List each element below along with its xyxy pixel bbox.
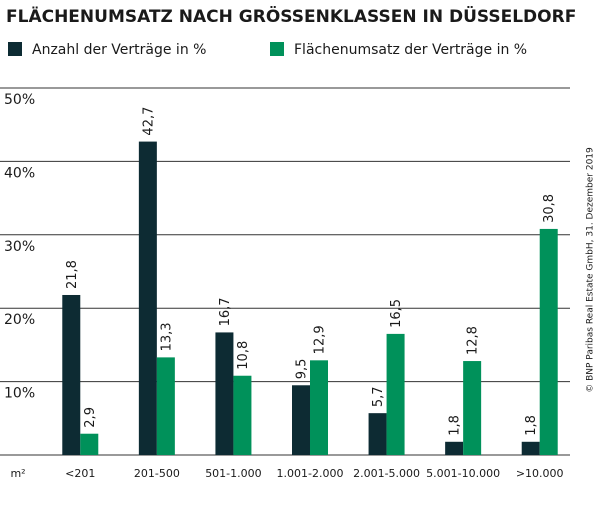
value-label: 16,5 <box>389 299 404 328</box>
x-tick-label: >10.000 <box>516 467 564 480</box>
chart-title: FLÄCHENUMSATZ NACH GRÖSSENKLASSEN IN DÜS… <box>6 5 576 27</box>
bar <box>521 441 540 455</box>
x-tick-label: 2.001-5.000 <box>353 467 420 480</box>
bar <box>445 441 464 455</box>
bar <box>80 433 99 455</box>
value-label: 30,8 <box>542 194 557 223</box>
value-label: 42,7 <box>141 107 156 136</box>
value-label: 9,5 <box>295 359 310 380</box>
y-tick-label: 30% <box>4 239 35 255</box>
value-label: 10,8 <box>236 341 251 370</box>
bar <box>138 141 157 455</box>
bar <box>215 332 234 455</box>
bar <box>310 360 328 455</box>
value-label: 12,9 <box>313 325 328 354</box>
x-tick-label: 5.001-10.000 <box>426 467 500 480</box>
value-label: 13,3 <box>159 322 174 351</box>
value-label: 1,8 <box>448 415 463 436</box>
value-label: 5,7 <box>371 386 386 407</box>
x-axis-label: m² <box>10 467 25 480</box>
value-label: 2,9 <box>83 407 98 428</box>
legend-label: Anzahl der Verträge in % <box>32 42 206 58</box>
y-tick-label: 10% <box>4 386 35 402</box>
bar <box>292 385 310 455</box>
legend-label: Flächenumsatz der Verträge in % <box>294 42 527 58</box>
bar <box>368 413 387 455</box>
value-label: 16,7 <box>218 297 233 326</box>
bar <box>386 333 405 455</box>
bar <box>539 228 558 455</box>
y-tick-label: 20% <box>4 312 35 328</box>
y-tick-label: 40% <box>4 165 35 181</box>
x-tick-label: 501-1.000 <box>205 467 261 480</box>
legend-swatch <box>8 42 22 56</box>
x-tick-label: 201-500 <box>134 467 180 480</box>
x-tick-label: <201 <box>65 467 95 480</box>
value-label: 12,8 <box>466 326 481 355</box>
source-note: © BNP Paribas Real Estate GmbH, 31. Deze… <box>586 147 596 393</box>
bar <box>62 294 81 455</box>
bar <box>233 375 252 455</box>
value-label: 21,8 <box>65 260 80 289</box>
bar <box>156 357 175 455</box>
x-tick-label: 1.001-2.000 <box>277 467 344 480</box>
legend-swatch <box>270 42 284 56</box>
value-label: 1,8 <box>524 415 539 436</box>
bar <box>463 361 482 455</box>
y-tick-label: 50% <box>4 92 35 108</box>
